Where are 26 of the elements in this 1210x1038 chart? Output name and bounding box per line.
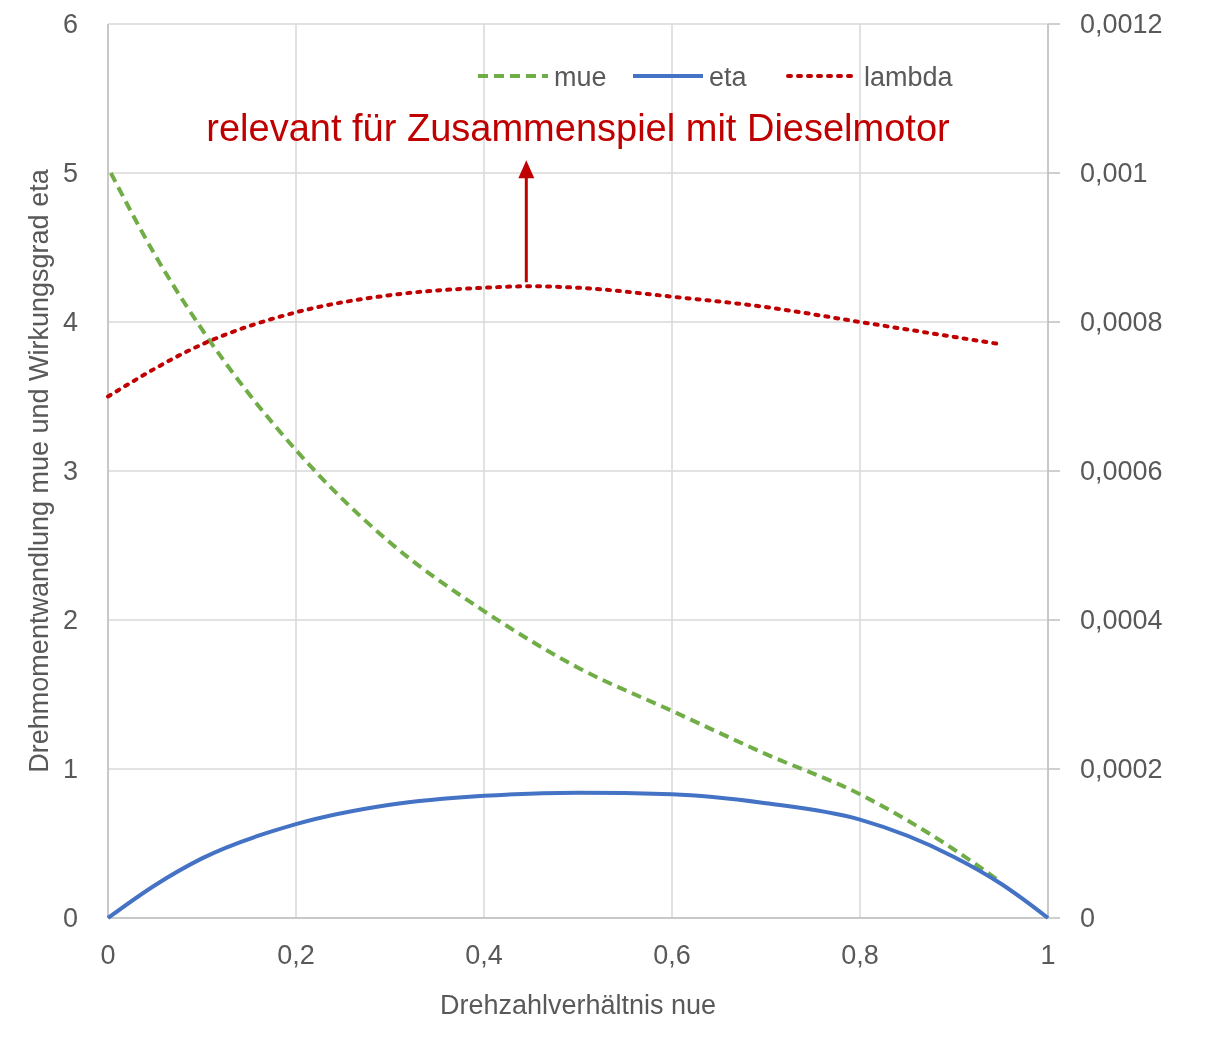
y-tick-label: 1 bbox=[62, 754, 78, 784]
y-tick-label: 5 bbox=[62, 158, 78, 188]
x-tick-label: 0,4 bbox=[465, 940, 503, 970]
y2-tick-label: 0,0006 bbox=[1080, 456, 1163, 486]
y-tick-label: 2 bbox=[62, 605, 78, 635]
y2-tick-label: 0,001 bbox=[1080, 158, 1148, 188]
y2-tick-label: 0,0002 bbox=[1080, 754, 1163, 784]
x-tick-label: 0,2 bbox=[277, 940, 315, 970]
y2-tick-label: 0,0004 bbox=[1080, 605, 1163, 635]
y-tick-label: 6 bbox=[62, 9, 78, 39]
x-tick-label: 1 bbox=[1040, 940, 1056, 970]
legend-label: lambda bbox=[864, 62, 954, 92]
y-tick-label: 0 bbox=[62, 903, 78, 933]
x-axis-title: Drehzahlverhältnis nue bbox=[439, 990, 717, 1020]
legend-label: eta bbox=[709, 62, 748, 92]
y2-tick-label: 0,0008 bbox=[1080, 307, 1163, 337]
x-tick-label: 0,8 bbox=[841, 940, 879, 970]
annotation: relevant für Zusammenspiel mit Dieselmotor bbox=[206, 107, 951, 150]
x-tick-label: 0 bbox=[100, 940, 116, 970]
legend-label: mue bbox=[554, 62, 607, 92]
y2-tick-label: 0 bbox=[1080, 903, 1096, 933]
y-axis-title: Drehmomentwandlung mue und Wirkungsgrad eta bbox=[24, 168, 54, 773]
y2-tick-label: 0,0012 bbox=[1080, 9, 1163, 39]
x-tick-label: 0,6 bbox=[653, 940, 691, 970]
y-tick-label: 4 bbox=[62, 307, 78, 337]
y-tick-label: 3 bbox=[62, 456, 78, 486]
